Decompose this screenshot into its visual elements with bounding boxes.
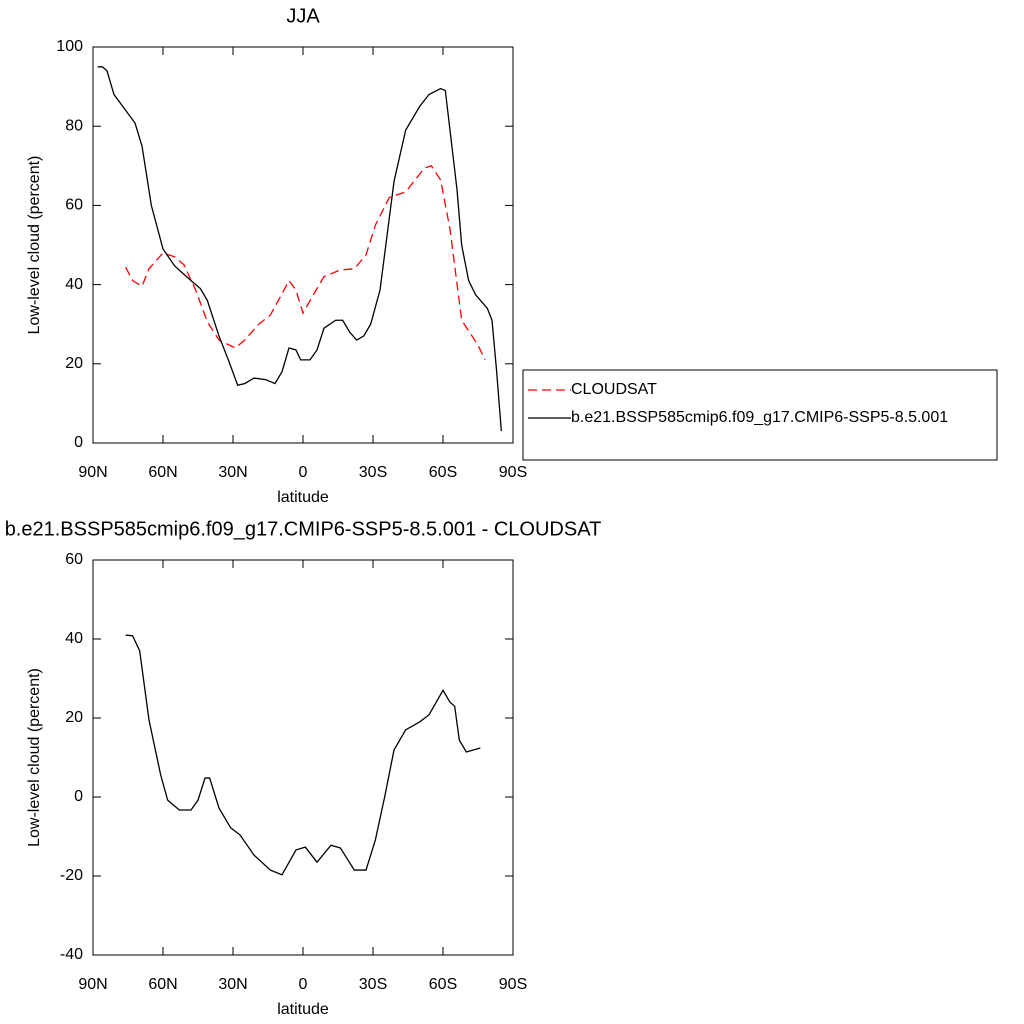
y-tick-label: 0 [74,434,83,451]
x-tick-label: 60N [148,464,177,481]
x-tick-label: 90S [499,464,527,481]
y-tick-label: -40 [60,946,83,963]
x-tick-label: 90N [78,976,107,993]
y-tick-label: -20 [60,867,83,884]
plot-frame [92,46,514,444]
x-tick-label: 60S [429,464,457,481]
y-tick-label: 0 [74,788,83,805]
y-tick-label: 100 [56,38,83,55]
y-axis-label: Low-level cloud (percent) [26,668,43,847]
chart-title: JJA [286,5,320,27]
y-tick-label: 20 [65,355,83,372]
y-tick-label: 60 [65,551,83,568]
x-tick-label: 30N [218,976,247,993]
x-tick-label: 90S [499,976,527,993]
x-tick-label: 30N [218,464,247,481]
x-axis-label: latitude [277,1001,329,1018]
legend-box [522,369,998,461]
x-tick-label: 0 [299,976,308,993]
plot-frame [92,559,514,956]
x-tick-label: 30S [359,464,387,481]
legend-label: b.e21.BSSP585cmip6.f09_g17.CMIP6-SSP5-8.… [571,409,948,426]
chart-title: b.e21.BSSP585cmip6.f09_g17.CMIP6-SSP5-8.… [5,518,602,540]
x-tick-label: 0 [299,464,308,481]
y-tick-label: 40 [65,630,83,647]
x-tick-label: 30S [359,976,387,993]
x-tick-label: 90N [78,464,107,481]
line-series [97,66,502,432]
x-axis-label: latitude [277,489,329,506]
x-tick-label: 60S [429,976,457,993]
y-tick-label: 40 [65,276,83,293]
y-tick-label: 60 [65,197,83,214]
line-series [125,634,481,876]
y-tick-label: 80 [65,117,83,134]
line-series [125,165,486,361]
y-tick-label: 20 [65,709,83,726]
x-tick-label: 60N [148,976,177,993]
y-axis-label: Low-level cloud (percent) [26,156,43,335]
legend-label: CLOUDSAT [571,381,657,398]
